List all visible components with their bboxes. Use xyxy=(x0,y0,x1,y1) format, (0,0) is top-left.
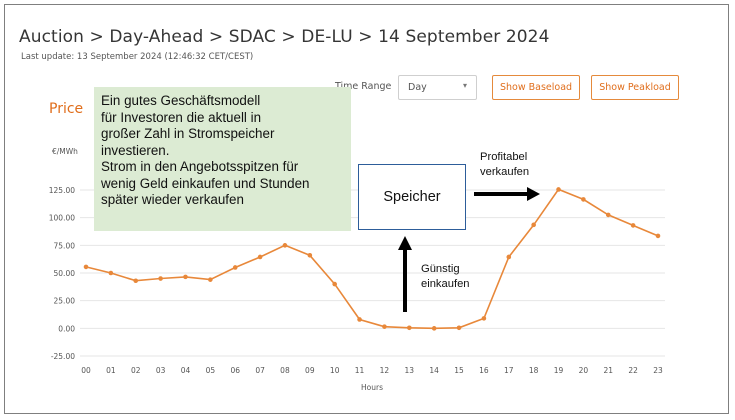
x-tick-label: 16 xyxy=(479,366,489,375)
x-tick-label: 09 xyxy=(305,366,315,375)
buy-annotation: Günstig einkaufen xyxy=(421,262,470,292)
note-line: wenig Geld einkaufen und Stunden xyxy=(101,175,310,191)
price-point xyxy=(531,222,536,228)
show-peakload-button[interactable]: Show Peakload xyxy=(591,75,679,100)
sell-annotation-line: Profitabel xyxy=(480,151,528,163)
price-point xyxy=(456,325,462,331)
x-tick-label: 01 xyxy=(106,366,116,375)
time-range-label: Time Range xyxy=(335,81,392,92)
price-point xyxy=(506,254,512,260)
price-point xyxy=(282,243,288,248)
y-tick-label: 0.00 xyxy=(58,324,75,333)
price-point xyxy=(655,233,661,239)
price-point xyxy=(481,316,487,321)
page-title: Auction > Day-Ahead > SDAC > DE-LU > 14 … xyxy=(19,27,550,47)
x-tick-label: 23 xyxy=(653,366,663,375)
y-tick-label: 25.00 xyxy=(54,297,76,306)
x-tick-label: 08 xyxy=(280,366,290,375)
sell-annotation-line: verkaufen xyxy=(480,166,530,178)
x-tick-label: 12 xyxy=(380,366,390,375)
buy-annotation-line: Günstig xyxy=(421,263,460,275)
chart-title: Price xyxy=(49,101,84,117)
chevron-down-icon: ▾ xyxy=(462,81,467,90)
time-range-select[interactable]: Day ▾ xyxy=(398,75,477,100)
price-point xyxy=(581,197,586,202)
x-tick-label: 04 xyxy=(181,366,191,375)
price-point xyxy=(307,252,313,258)
price-point xyxy=(407,325,412,331)
price-point xyxy=(83,264,89,270)
y-tick-label: 125.00 xyxy=(49,186,75,195)
note-line: später wieder verkaufen xyxy=(101,192,244,207)
last-update-text: Last update: 13 September 2024 (12:46:32… xyxy=(21,52,254,62)
price-point xyxy=(208,277,213,282)
price-point xyxy=(556,187,561,192)
price-point xyxy=(431,326,437,331)
x-tick-label: 20 xyxy=(579,366,589,375)
price-point xyxy=(257,254,263,260)
x-tick-label: 11 xyxy=(355,366,365,375)
buy-arrow xyxy=(398,236,412,312)
sell-arrow xyxy=(474,187,540,201)
price-point xyxy=(332,281,337,287)
x-axis-title: Hours xyxy=(361,383,383,392)
price-point xyxy=(630,223,636,228)
buy-annotation-line: einkaufen xyxy=(421,278,470,290)
x-tick-label: 18 xyxy=(529,366,539,375)
price-point xyxy=(133,278,139,284)
x-tick-label: 03 xyxy=(156,366,166,375)
show-baseload-button[interactable]: Show Baseload xyxy=(492,75,580,100)
x-tick-label: 19 xyxy=(554,366,564,375)
time-range-value: Day xyxy=(408,82,427,93)
price-point xyxy=(158,276,163,281)
price-point xyxy=(108,270,114,276)
x-tick-label: 07 xyxy=(255,366,265,375)
storage-box: Speicher xyxy=(358,164,466,230)
y-tick-label: 100.00 xyxy=(49,214,75,223)
y-tick-label: -25.00 xyxy=(51,352,75,361)
x-tick-label: 15 xyxy=(454,366,464,375)
price-point xyxy=(382,324,387,329)
x-tick-label: 22 xyxy=(628,366,638,375)
x-tick-label: 06 xyxy=(230,366,240,375)
y-tick-label: 50.00 xyxy=(54,269,76,278)
x-tick-label: 17 xyxy=(504,366,514,375)
note-line: für Investoren die aktuell in xyxy=(101,109,262,125)
note-line: Ein gutes Geschäftsmodell xyxy=(101,93,261,108)
x-tick-label: 21 xyxy=(603,366,613,375)
price-point xyxy=(183,274,188,280)
y-tick-label: 75.00 xyxy=(54,241,76,250)
business-model-note: Ein gutes Geschäftsmodell für Investoren… xyxy=(94,87,351,231)
price-point xyxy=(605,212,611,218)
price-point xyxy=(232,265,238,270)
y-axis-unit: €/MWh xyxy=(52,147,78,156)
x-tick-label: 00 xyxy=(81,366,91,375)
x-tick-label: 10 xyxy=(330,366,340,375)
price-point xyxy=(357,317,362,322)
note-line: Strom in den Angebotsspitzen für xyxy=(101,159,299,174)
x-tick-label: 02 xyxy=(131,366,141,375)
x-tick-label: 05 xyxy=(206,366,216,375)
note-line: großer Zahl in Stromspeicher xyxy=(101,126,275,141)
sell-annotation: Profitabel verkaufen xyxy=(480,150,529,180)
note-line: investieren. xyxy=(101,142,170,158)
x-tick-label: 13 xyxy=(405,366,415,375)
x-tick-label: 14 xyxy=(429,366,439,375)
price-series-line xyxy=(85,188,659,330)
